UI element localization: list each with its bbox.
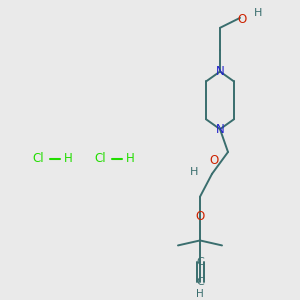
Text: H: H (196, 289, 204, 299)
Text: O: O (209, 154, 219, 167)
Text: O: O (237, 14, 247, 26)
Text: C: C (196, 257, 204, 267)
Text: Cl: Cl (32, 152, 44, 166)
Text: H: H (126, 152, 134, 166)
Text: Cl: Cl (94, 152, 106, 166)
Text: N: N (216, 123, 224, 136)
Text: H: H (254, 8, 262, 18)
Text: C: C (196, 277, 204, 287)
Text: O: O (195, 210, 205, 223)
Text: N: N (216, 65, 224, 78)
Text: H: H (64, 152, 72, 166)
Text: H: H (190, 167, 198, 177)
